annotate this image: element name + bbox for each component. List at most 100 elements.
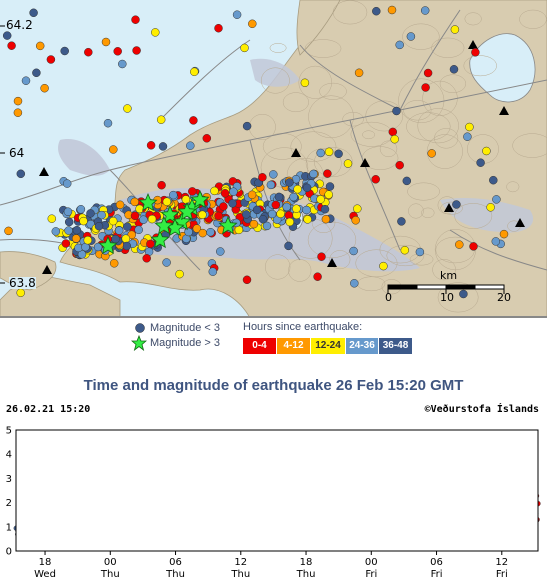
earthquake-dot — [463, 132, 472, 141]
earthquake-dot — [267, 209, 277, 219]
earthquake-dot — [471, 48, 480, 57]
legend-mag-large-label: Magnitude > 3 — [150, 337, 221, 349]
earthquake-dot — [32, 68, 41, 78]
earthquake-dot — [63, 207, 73, 216]
earthquake-dot — [101, 37, 111, 47]
earthquake-dot — [343, 159, 353, 168]
volcano-triangle-icon — [499, 106, 509, 115]
earthquake-dot — [131, 15, 140, 24]
lake-thingvallavatn — [469, 33, 536, 103]
earthquake-dot — [242, 275, 252, 285]
earthquake-dot — [482, 146, 491, 156]
x-tick-hour-label: 18 — [300, 557, 313, 568]
earthquake-dot — [157, 180, 166, 190]
earthquake-dot — [220, 189, 230, 198]
earthquake-dot — [421, 83, 430, 92]
earthquake-dot — [13, 96, 23, 106]
earthquake-dot — [51, 227, 61, 236]
x-tick-day-label: Fri — [365, 569, 377, 580]
earthquake-dot — [349, 246, 358, 256]
earthquake-dot — [252, 205, 262, 215]
earthquake-dot — [499, 229, 509, 239]
earthquake-dot — [122, 241, 132, 251]
scale-tick-10: 10 — [440, 291, 454, 304]
x-tick-day-label: Thu — [165, 569, 185, 580]
earthquake-dot — [269, 170, 278, 179]
large-earthquake-star-icon — [138, 192, 158, 212]
earthquake-dot — [395, 160, 404, 170]
x-tick-day-label: Wed — [34, 569, 56, 580]
earthquake-dot — [40, 83, 49, 93]
lat-label-63-8: 63.8 — [9, 276, 36, 290]
earthquake-dot — [115, 200, 125, 210]
x-tick-hour-label: 06 — [169, 557, 182, 568]
earthquake-dot — [258, 214, 268, 224]
earthquake-dot — [132, 46, 141, 55]
chart-credit: ©Veðurstofa Íslands — [424, 404, 539, 415]
earthquake-dot — [262, 221, 272, 231]
seismic-map: km 0 10 20 64.2 64 63.8 — [0, 0, 547, 318]
earthquake-dot — [72, 225, 82, 235]
x-tick-day-label: Thu — [100, 569, 120, 580]
earthquake-dot — [313, 272, 322, 281]
terrain-contours — [248, 0, 547, 313]
earthquake-dot — [109, 259, 119, 268]
earthquake-dot — [94, 221, 104, 231]
earthquake-dot — [162, 258, 171, 267]
chart-date: 26.02.21 15:20 — [6, 404, 91, 415]
earthquake-dot — [61, 239, 71, 248]
earthquake-dot — [64, 217, 74, 227]
earthquake-dot — [47, 214, 57, 223]
volcano-triangle-icon — [515, 218, 525, 227]
earthquake-dot — [169, 190, 178, 200]
earthquake-dot — [108, 216, 118, 226]
earthquake-dot — [247, 190, 257, 200]
lava-field-north — [250, 58, 300, 87]
earthquake-dot — [486, 203, 495, 212]
earthquake-dot — [323, 169, 332, 178]
large-magnitude-star-icon — [131, 335, 147, 351]
earthquake-dot — [392, 106, 401, 116]
earthquake-dot — [189, 116, 198, 125]
earthquake-dot — [266, 180, 276, 190]
earthquake-dot — [123, 222, 132, 231]
large-earthquake-star-icon — [190, 189, 210, 209]
earthquake-dot — [303, 215, 312, 224]
earthquake-dot — [186, 141, 195, 150]
earthquake-dot — [114, 226, 124, 235]
earthquake-dot — [156, 115, 166, 124]
earthquake-dot — [449, 65, 459, 74]
earthquake-dot — [184, 227, 193, 237]
earthquake-dot — [476, 158, 485, 167]
earthquake-dot — [214, 23, 223, 33]
earthquake-dot — [324, 190, 333, 199]
hours-4-12-box: 4-12 — [277, 338, 310, 354]
volcano-triangle-icon — [444, 203, 454, 212]
large-earthquake-star-icon — [154, 215, 174, 235]
earthquake-dot — [198, 210, 207, 220]
x-tick-hour-label: 00 — [104, 557, 117, 568]
earthquake-dot — [93, 242, 103, 252]
earthquake-dot — [492, 195, 501, 204]
scale-bar — [387, 284, 505, 294]
earthquake-dot — [188, 187, 197, 196]
earthquake-dot — [202, 134, 212, 143]
volcano-triangle-icon — [468, 40, 478, 49]
earthquake-dot — [46, 55, 56, 64]
volcano-triangle-icon — [291, 148, 301, 157]
x-tick-hour-label: 06 — [430, 557, 443, 568]
earthquake-dot — [216, 247, 225, 256]
earthquake-dot — [271, 200, 281, 210]
earthquake-dot — [198, 228, 207, 238]
earthquake-dot — [151, 28, 160, 37]
earthquake-dot — [371, 175, 380, 184]
earthquake-dot — [210, 186, 219, 196]
earthquake-dot — [390, 134, 399, 144]
earthquake-dot — [130, 211, 140, 221]
earthquake-dot — [2, 31, 12, 40]
hours-12-24-box: 12-24 — [311, 338, 345, 354]
earthquake-dot — [229, 187, 238, 196]
earthquake-dot — [284, 241, 293, 251]
earthquake-dot — [214, 211, 223, 221]
earthquake-dot — [208, 267, 218, 276]
